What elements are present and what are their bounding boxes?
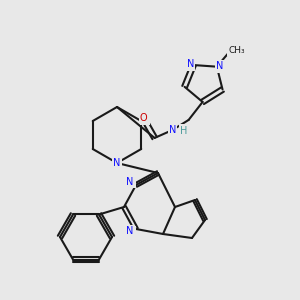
- Text: CH₃: CH₃: [229, 46, 245, 55]
- Text: N: N: [127, 177, 135, 187]
- Text: N: N: [216, 62, 224, 72]
- Text: N: N: [126, 226, 134, 236]
- Text: N: N: [127, 227, 135, 237]
- Text: N: N: [169, 125, 176, 135]
- Text: N: N: [126, 177, 134, 187]
- Text: N: N: [216, 61, 224, 71]
- Text: N: N: [169, 125, 176, 135]
- Text: CH₃: CH₃: [229, 46, 245, 55]
- Text: O: O: [141, 114, 148, 124]
- Text: N: N: [187, 59, 194, 69]
- Text: O: O: [140, 113, 147, 123]
- Text: H: H: [180, 126, 187, 136]
- Text: H: H: [180, 125, 187, 135]
- Text: N: N: [113, 158, 121, 168]
- Text: N: N: [187, 60, 194, 70]
- Text: N: N: [113, 158, 121, 168]
- Text: N: N: [216, 62, 224, 72]
